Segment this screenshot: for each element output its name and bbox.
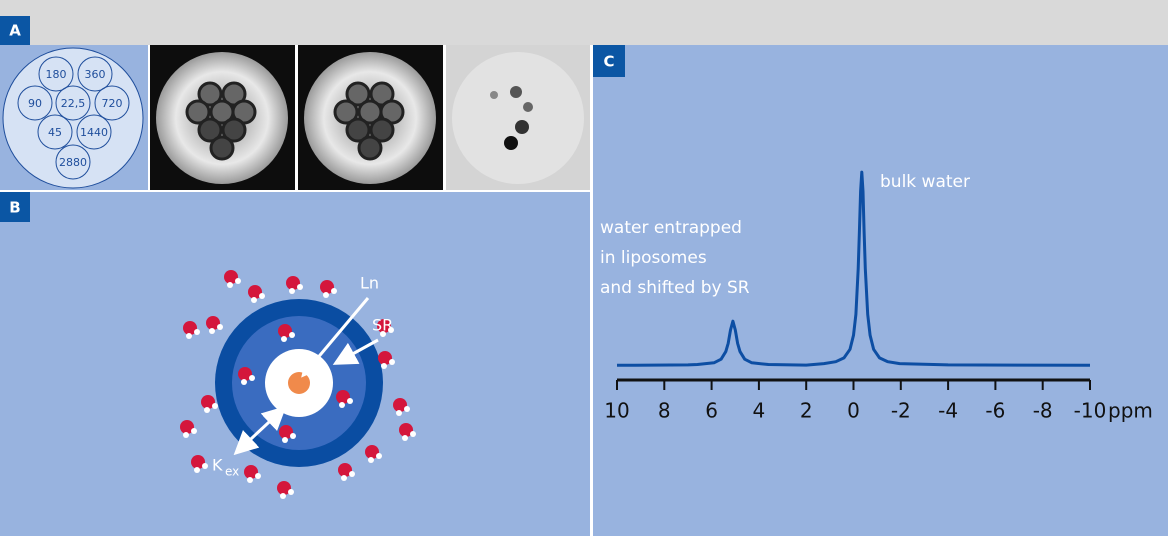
hydrogen — [297, 284, 303, 290]
vial-label: 360 — [85, 68, 106, 81]
hydrogen — [194, 467, 200, 473]
hydrogen — [249, 375, 255, 381]
x-tick-label: 10 — [604, 399, 629, 423]
vial-label: 180 — [46, 68, 67, 81]
annotation: water entrapped — [600, 218, 742, 238]
x-tick-label: -6 — [985, 399, 1005, 423]
x-axis-label: ppm — [1108, 399, 1153, 423]
hydrogen — [282, 437, 288, 443]
hydrogen — [339, 402, 345, 408]
hydrogen — [209, 328, 215, 334]
hydrogen — [259, 293, 265, 299]
hydrogen — [288, 489, 294, 495]
lanthanide — [288, 372, 310, 394]
header-band — [0, 0, 1168, 45]
x-tick-label: -8 — [1033, 399, 1053, 423]
hydrogen — [183, 432, 189, 438]
x-tick-label: 2 — [800, 399, 813, 423]
mri-spot — [510, 86, 522, 98]
vial-label: 45 — [48, 126, 62, 139]
hydrogen — [404, 406, 410, 412]
vial-label: 90 — [28, 97, 42, 110]
mri-phantom — [452, 52, 584, 184]
x-tick-label: -2 — [891, 399, 911, 423]
mri-vial — [211, 137, 233, 159]
mri-spot — [515, 120, 529, 134]
annotation: and shifted by SR — [600, 278, 750, 298]
hydrogen — [376, 453, 382, 459]
mri-vial — [359, 137, 381, 159]
hydrogen — [280, 493, 286, 499]
hydrogen — [290, 433, 296, 439]
hydrogen — [323, 292, 329, 298]
hydrogen — [368, 457, 374, 463]
hydrogen — [191, 428, 197, 434]
mri-spot — [523, 102, 533, 112]
hydrogen — [217, 324, 223, 330]
hydrogen — [235, 278, 241, 284]
mri-images — [150, 45, 590, 190]
hydrogen — [347, 398, 353, 404]
vial-label: 720 — [102, 97, 123, 110]
mri-spot — [490, 91, 498, 99]
hydrogen — [341, 475, 347, 481]
label-k: K — [212, 456, 223, 475]
hydrogen — [349, 471, 355, 477]
hydrogen — [402, 435, 408, 441]
hydrogen — [202, 463, 208, 469]
x-tick-label: 0 — [847, 399, 860, 423]
x-tick-label: 4 — [753, 399, 766, 423]
hydrogen — [389, 359, 395, 365]
vial-label: 22,5 — [61, 97, 86, 110]
hydrogen — [281, 336, 287, 342]
hydrogen — [194, 329, 200, 335]
hydrogen — [212, 403, 218, 409]
panel-label: C — [603, 53, 614, 71]
hydrogen — [289, 332, 295, 338]
label-k-sub: ex — [225, 465, 239, 479]
label-ln: Ln — [360, 274, 379, 293]
vial-label: 1440 — [80, 126, 108, 139]
hydrogen — [396, 410, 402, 416]
x-tick-label: 8 — [658, 399, 671, 423]
label-sr: SR — [372, 316, 393, 335]
hydrogen — [251, 297, 257, 303]
hydrogen — [381, 363, 387, 369]
annotation: in liposomes — [600, 248, 707, 268]
x-tick-label: -4 — [938, 399, 958, 423]
panel-label: B — [9, 199, 20, 217]
panel-label: A — [9, 22, 21, 40]
hydrogen — [289, 288, 295, 294]
hydrogen — [247, 477, 253, 483]
hydrogen — [255, 473, 261, 479]
vial-label: 2880 — [59, 156, 87, 169]
hydrogen — [204, 407, 210, 413]
x-tick-label: -10 — [1074, 399, 1107, 423]
figure: A 180 360 90 22,5 720 45 1440 2880 B Ln SR K ex… — [0, 0, 1168, 536]
mri-spot — [504, 136, 518, 150]
hydrogen — [331, 288, 337, 294]
hydrogen — [410, 431, 416, 437]
hydrogen — [241, 379, 247, 385]
annotation: bulk water — [880, 172, 970, 192]
x-tick-label: 6 — [705, 399, 718, 423]
hydrogen — [227, 282, 233, 288]
hydrogen — [186, 333, 192, 339]
